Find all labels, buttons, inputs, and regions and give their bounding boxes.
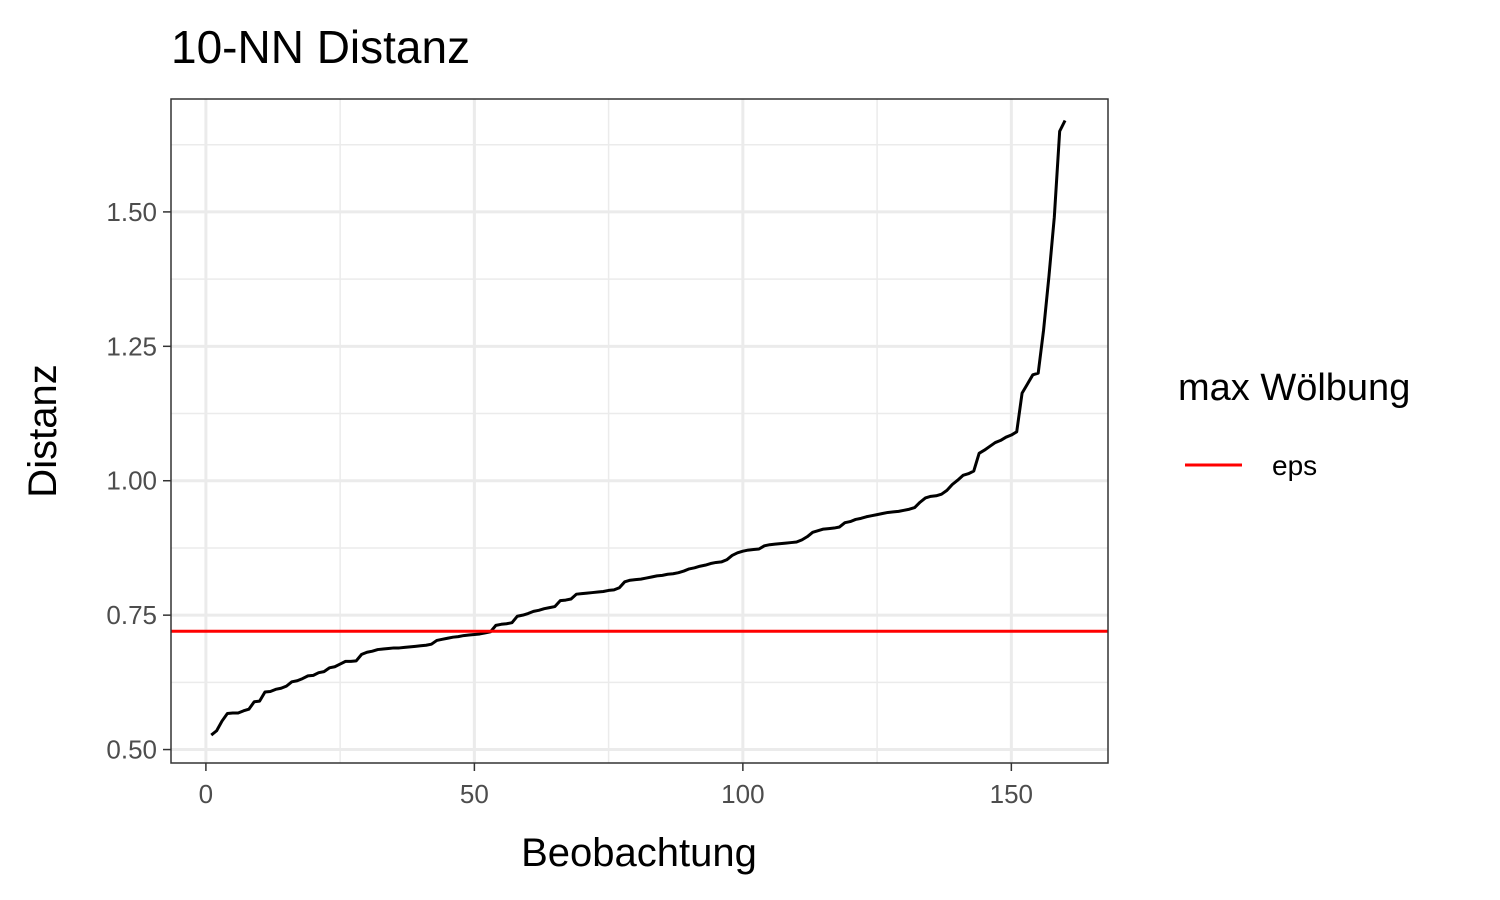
x-tick-label: 100: [721, 779, 764, 809]
legend-label-eps: eps: [1272, 450, 1317, 481]
legend: max Wölbung eps: [1178, 367, 1410, 481]
y-axis: 0.50 0.75 1.00 1.25 1.50: [106, 197, 171, 765]
y-tick-label: 1.50: [106, 197, 157, 227]
legend-title: max Wölbung: [1178, 367, 1410, 409]
x-axis-title: Beobachtung: [521, 831, 757, 875]
y-tick-label: 1.00: [106, 466, 157, 496]
y-tick-label: 0.75: [106, 600, 157, 630]
x-tick-label: 0: [199, 779, 213, 809]
y-axis-title: Distanz: [21, 364, 65, 497]
grid-major: [171, 99, 1108, 763]
grid-minor: [171, 99, 1108, 763]
plot-panel-border: [170, 98, 1109, 764]
series-lines: [171, 119, 1108, 737]
distance-curve: [210, 119, 1067, 737]
x-tick-label: 150: [990, 779, 1033, 809]
chart-title: 10-NN Distanz: [171, 21, 470, 73]
y-tick-label: 1.25: [106, 331, 157, 361]
x-axis: 0 50 100 150: [199, 763, 1033, 809]
y-tick-label: 0.50: [106, 735, 157, 765]
x-tick-label: 50: [460, 779, 489, 809]
